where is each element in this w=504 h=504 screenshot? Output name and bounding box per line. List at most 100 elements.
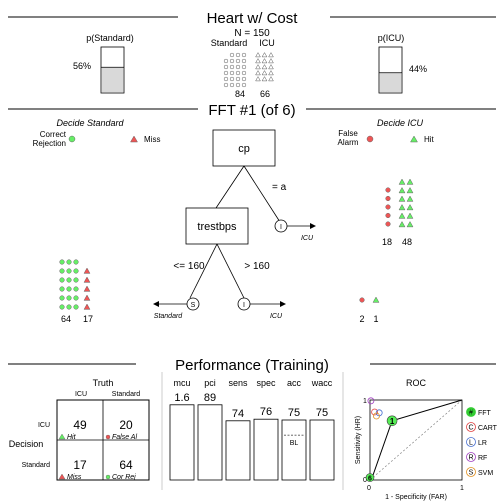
header-icu-triangle	[269, 71, 274, 75]
header-standard-dot	[236, 77, 240, 81]
header-icu-triangle	[262, 53, 267, 57]
performance-title: Performance (Training)	[175, 357, 329, 374]
leaf-hit-triangle	[399, 222, 405, 227]
p-icu-percent: 44%	[409, 64, 427, 74]
header-standard-dot	[230, 83, 234, 87]
leaf-correct-dot	[60, 278, 65, 283]
p-standard-label: p(Standard)	[86, 33, 134, 43]
roc-legend-label-cart: CART	[478, 425, 498, 432]
header-icu-triangle	[256, 71, 261, 75]
header-standard-dot	[230, 59, 234, 63]
header-standard-dot	[224, 77, 228, 81]
count-standard: 84	[235, 89, 245, 99]
leaf-false-alarm-dot	[386, 222, 391, 227]
bar-mcu	[170, 405, 194, 480]
bar-acc-baseline-label: BL	[290, 440, 299, 447]
header-standard-dot	[230, 77, 234, 81]
legend-false-line1: False	[338, 129, 358, 138]
leaf-hit-triangle	[407, 222, 413, 227]
header-standard-dot	[236, 71, 240, 75]
bar-pci	[198, 405, 222, 480]
leaf-false-alarm-dot	[386, 188, 391, 193]
leaf-correct-dot	[74, 287, 79, 292]
leaf-hit-triangle	[399, 213, 405, 218]
header-standard-dot	[230, 53, 234, 57]
branch-trestbps-icu	[217, 244, 244, 298]
decide-icu-title: Decide ICU	[377, 118, 424, 128]
header-standard-dot	[224, 65, 228, 69]
roc-tick-y1: 1	[363, 398, 367, 405]
exit-standard-symbol: S	[191, 302, 196, 309]
p-standard-fill	[101, 67, 123, 92]
leaf-correct-dot	[74, 305, 79, 310]
class-label-standard: Standard	[211, 38, 248, 48]
leaf-hit-triangle	[407, 213, 413, 218]
roc-legend-symbol-lr: L	[469, 440, 473, 447]
legend-false-line2: Alarm	[338, 138, 359, 147]
leaf-icu-level2-icons	[360, 297, 379, 302]
bar-value-acc: 75	[288, 407, 300, 419]
count-icu: 66	[260, 89, 270, 99]
matrix-decision-label: Decision	[9, 439, 44, 449]
matrix-truth-label: Truth	[93, 378, 114, 388]
class-label-icu: ICU	[259, 38, 275, 48]
matrix-cr-label: Cor Rej	[112, 474, 136, 481]
header-icu-triangle	[262, 65, 267, 69]
leaf-correct-dot	[74, 260, 79, 265]
matrix-cr-icon	[106, 475, 110, 479]
header-standard-dot	[224, 59, 228, 63]
leaf-miss-triangle	[84, 304, 90, 309]
header-standard-dot	[242, 83, 246, 87]
roc-title: ROC	[406, 378, 427, 388]
matrix-miss-count: 17	[73, 458, 87, 472]
roc-legend-symbol-cart: C	[468, 425, 473, 432]
legend-correct-line2: Rejection	[33, 139, 66, 148]
matrix-cr-count: 64	[119, 458, 133, 472]
header-icu-triangle	[269, 53, 274, 57]
header-standard-dot	[224, 83, 228, 87]
matrix-col-icu: ICU	[75, 391, 87, 398]
leaf-hit-triangle	[407, 205, 413, 210]
header-icu-triangle	[256, 65, 261, 69]
legend-correct-icon	[69, 136, 75, 142]
p-standard-percent: 56%	[73, 61, 91, 71]
legend-hit-icon	[411, 136, 418, 142]
header-icu-triangle	[269, 77, 274, 81]
matrix-fa-count: 20	[119, 418, 133, 432]
leaf-hit-triangle	[399, 188, 405, 193]
roc-legend-label-lr: LR	[478, 440, 487, 447]
header-icu-triangle	[262, 77, 267, 81]
legend-hit-label: Hit	[424, 135, 435, 144]
branch-cp-label: = a	[272, 182, 287, 193]
leaf-icu-level1-hit: 48	[402, 237, 412, 247]
performance-bars: mcu1.6pci89sens74spec76acc75BLwacc75	[170, 378, 334, 480]
bar-name-mcu: mcu	[173, 378, 190, 388]
roc-tick-x0: 0	[367, 485, 371, 492]
roc-legend-symbol-rf: R	[468, 455, 473, 462]
leaf-hit-triangle	[399, 205, 405, 210]
header-icu-triangle	[262, 59, 267, 63]
roc-legend: # FFTC CARTL LRR RFS SVM	[467, 408, 498, 478]
header-standard-dot	[236, 53, 240, 57]
bar-value-wacc: 75	[316, 407, 328, 419]
bar-spec	[254, 419, 278, 480]
roc-xlabel: 1 - Specificity (FAR)	[385, 494, 447, 501]
branch-cp-icu	[244, 166, 280, 222]
header-icu-triangle	[269, 59, 274, 63]
bar-value-pci: 89	[204, 392, 216, 404]
roc-ylabel: Sensitivity (HR)	[355, 416, 362, 464]
header-icu-triangle	[269, 65, 274, 69]
branch-right-label: > 160	[244, 261, 270, 272]
matrix-hit-count: 49	[73, 418, 87, 432]
leaf-correct-dot	[67, 305, 72, 310]
roc-fft-point-label-1: 1	[390, 417, 395, 426]
roc-legend-symbol-svm: S	[469, 470, 474, 477]
page-title: Heart w/ Cost	[207, 10, 299, 27]
header-standard-dot	[242, 65, 246, 69]
leaf-correct-dot	[60, 287, 65, 292]
exit-icu-2-symbol: I	[243, 302, 245, 309]
leaf-hit-triangle	[407, 179, 413, 184]
branch-left-label: <= 160	[173, 261, 205, 272]
bar-value-spec: 76	[260, 406, 272, 418]
